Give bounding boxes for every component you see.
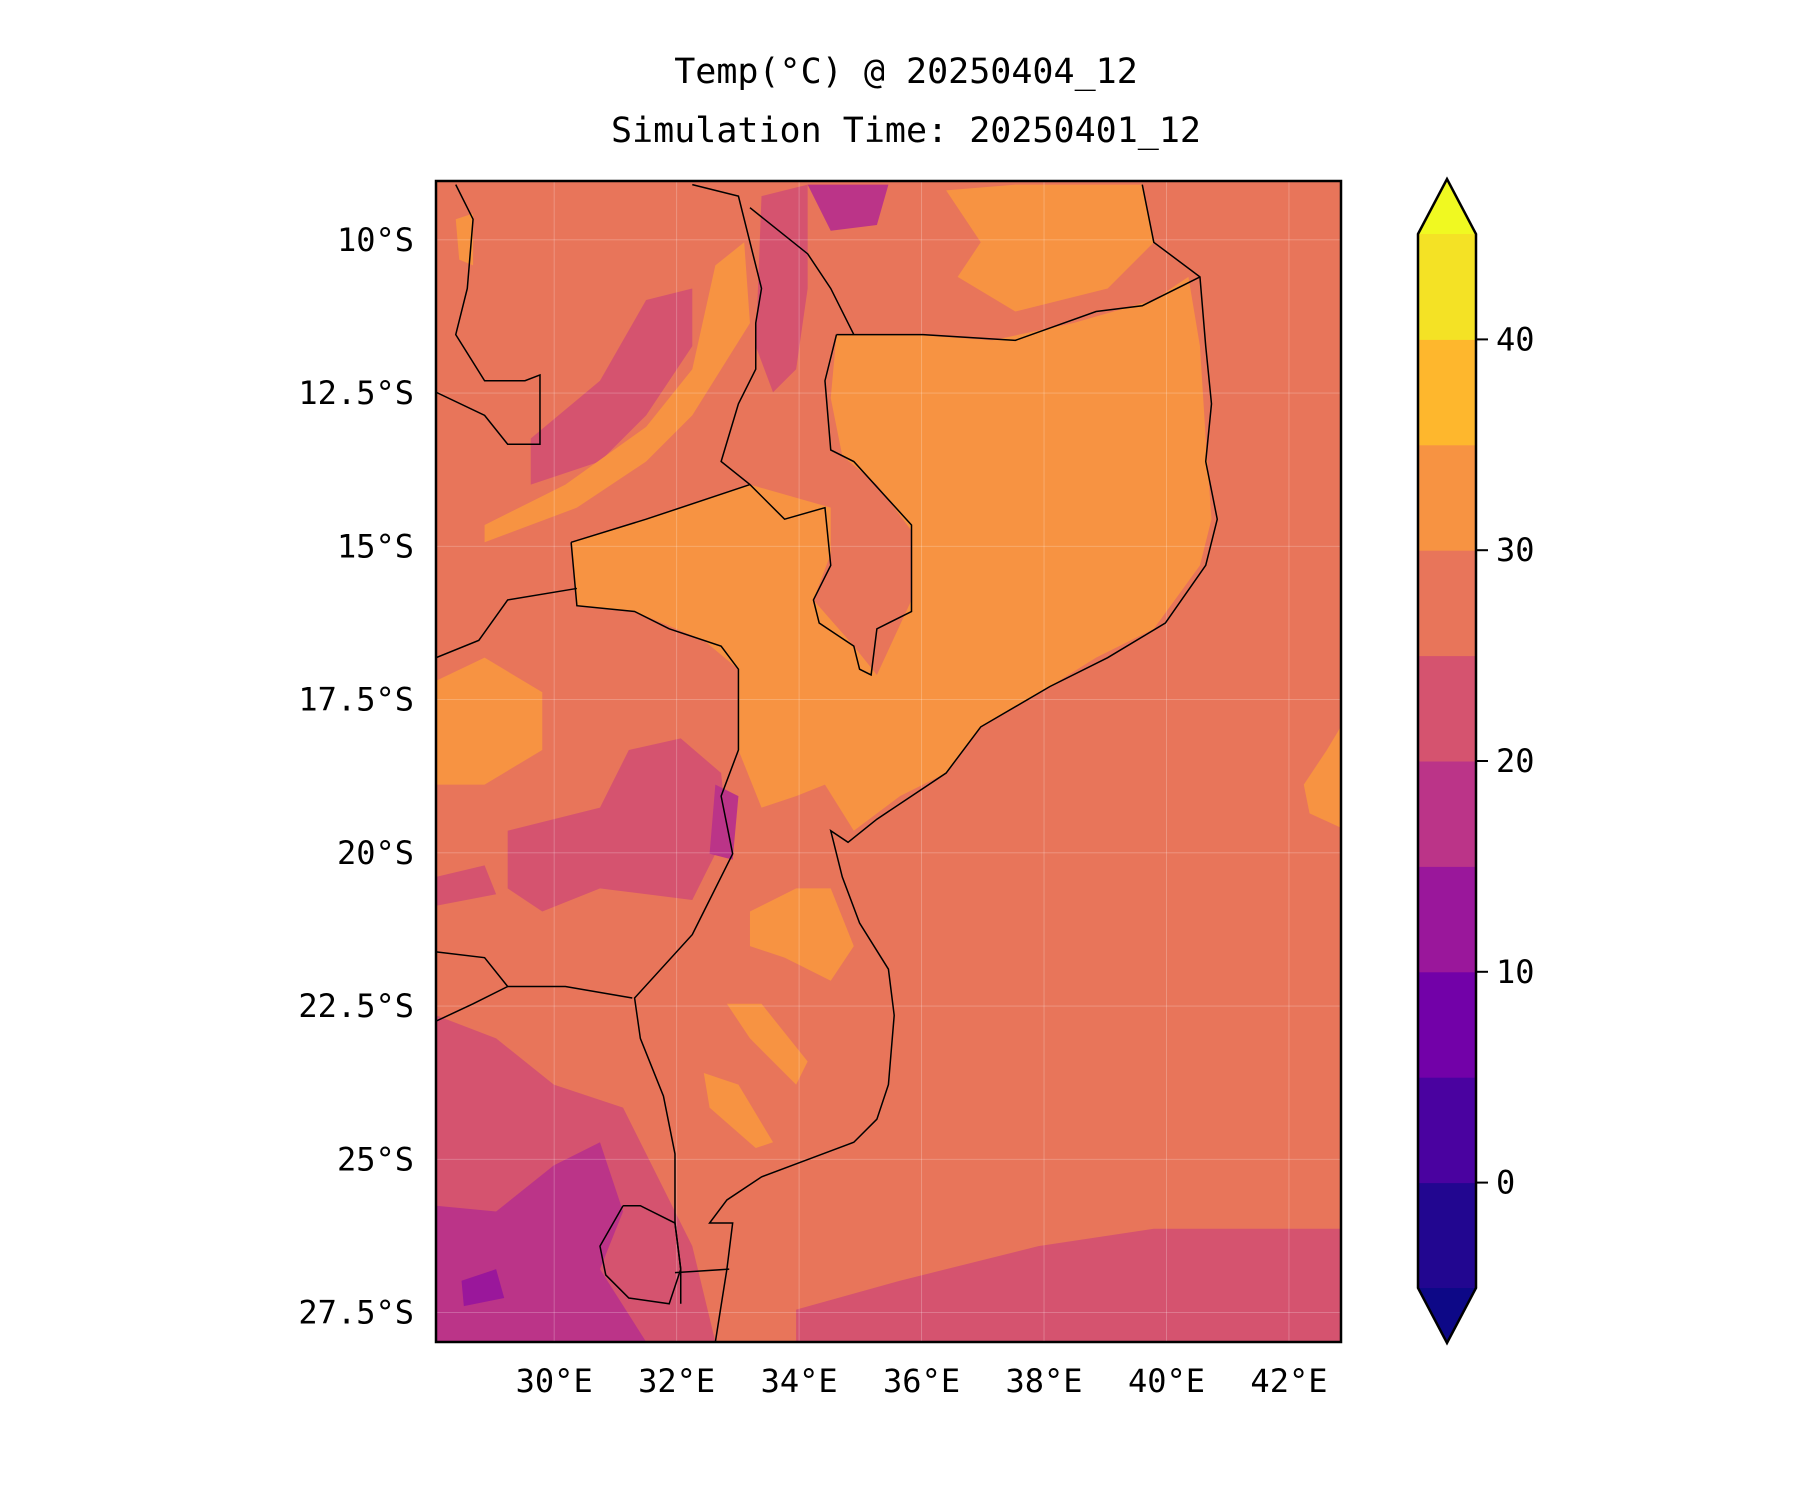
border-southafrica-mozambique	[674, 1268, 730, 1274]
colorbar-segment	[1418, 1077, 1476, 1184]
colorbar-segment	[1418, 234, 1476, 340]
x-tick-label: 32°E	[638, 1362, 715, 1400]
colorbar-outline	[1416, 176, 1478, 1346]
field-band-10-15	[461, 1269, 505, 1307]
x-tick-label: 34°E	[761, 1362, 838, 1400]
x-tick-label: 42°E	[1250, 1362, 1327, 1400]
colorbar-tick-label: 20	[1496, 742, 1535, 780]
field-band-15-20	[709, 784, 739, 860]
field-band-30-35	[749, 888, 854, 981]
y-tick-label: 27.5°S	[298, 1294, 414, 1332]
borders	[436, 183, 1219, 1342]
chart-title: Temp(°C) @ 20250404_12	[674, 52, 1138, 92]
colorbar-tick-label: 30	[1496, 531, 1535, 569]
colorbar-segment	[1418, 444, 1476, 551]
field-band-30-35	[726, 1003, 808, 1085]
colorbar-extend-max	[1418, 179, 1476, 234]
y-tick-label: 20°S	[337, 834, 414, 872]
field-band-30-35	[946, 184, 1154, 312]
border-tanzania-mozambique	[836, 276, 1201, 342]
field-band-30-35	[703, 1073, 774, 1149]
border-botswana-southafrica	[436, 985, 509, 1022]
field-band-30-35	[571, 276, 1212, 831]
field-band-20-25	[755, 184, 808, 393]
border-zambia-mozambique	[570, 483, 751, 544]
y-axis: 10°S 12.5°S 15°S 17.5°S 20°S 22.5°S 25°S 27.5°S	[298, 221, 414, 1332]
border-mozambique-west	[570, 542, 740, 1304]
x-tick-label: 36°E	[883, 1362, 960, 1400]
colorbar-segment	[1418, 761, 1476, 867]
field-band-20-25	[507, 738, 727, 912]
x-tick-label: 30°E	[516, 1362, 593, 1400]
colorbar-segment	[1418, 1182, 1476, 1289]
y-tick-label: 17.5°S	[298, 681, 414, 719]
colorbar-segment	[1418, 655, 1476, 762]
y-tick-label: 15°S	[337, 527, 414, 565]
field-band-20-25	[436, 865, 497, 906]
colorbar-segment	[1418, 550, 1476, 657]
x-tick-label: 38°E	[1005, 1362, 1082, 1400]
colorbar-segment	[1418, 971, 1476, 1078]
colorbar-tick-label: 40	[1496, 320, 1535, 358]
field-band-30-35	[1303, 726, 1341, 828]
field-band-30-35	[455, 213, 474, 266]
field-band-30-35	[484, 242, 750, 543]
border-malawi	[692, 183, 913, 677]
colorbar-extend-min	[1418, 1288, 1476, 1343]
colorbar: 0 10 20 30 40	[1416, 176, 1535, 1346]
y-tick-label: 12.5°S	[298, 374, 414, 412]
border-drc-zambia	[436, 184, 541, 445]
y-tick-label: 25°S	[337, 1140, 414, 1178]
colorbar-tick-label: 0	[1496, 1164, 1515, 1202]
border-tanzania-malawi	[749, 207, 855, 335]
y-tick-label: 10°S	[337, 221, 414, 259]
field-band-20-25	[530, 288, 693, 485]
colorbar-tick-label: 10	[1496, 953, 1535, 991]
colorbar-segment	[1418, 339, 1476, 446]
x-tick-label: 40°E	[1128, 1362, 1205, 1400]
colorbar-segment	[1418, 866, 1476, 973]
field-band-20-25	[796, 1228, 1341, 1342]
border-zambia-zimbabwe	[436, 587, 578, 659]
chart-subtitle: Simulation Time: 20250401_12	[610, 111, 1201, 151]
x-axis: 30°E 32°E 34°E 36°E 38°E 40°E 42°E	[516, 1362, 1328, 1400]
border-eswatini	[599, 1204, 682, 1305]
field-band-30-35	[436, 657, 543, 785]
coastline	[708, 184, 1219, 1342]
plot-frame	[434, 179, 1343, 1344]
y-tick-label: 22.5°S	[298, 987, 414, 1025]
field-band-15-20	[807, 184, 889, 231]
